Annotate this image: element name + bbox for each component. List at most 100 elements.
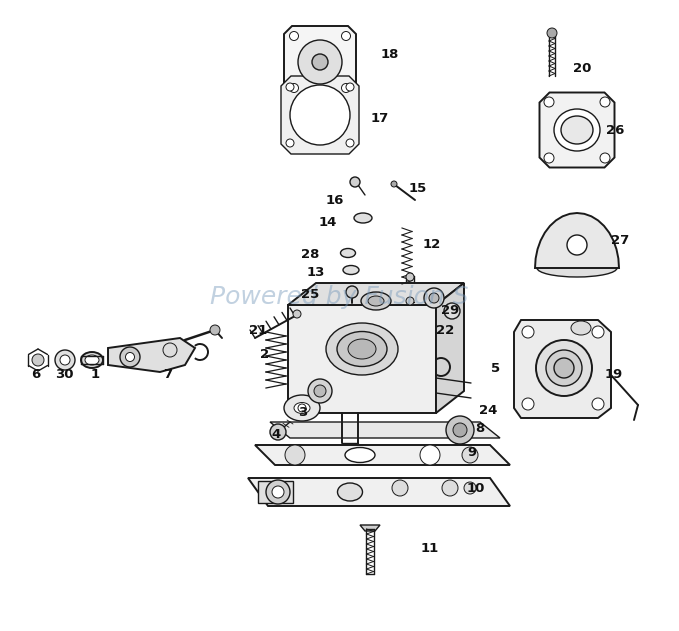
Circle shape	[522, 326, 534, 338]
Text: 1: 1	[90, 369, 100, 382]
Text: 27: 27	[611, 233, 629, 247]
Circle shape	[286, 83, 294, 91]
Polygon shape	[248, 478, 510, 506]
Circle shape	[286, 139, 294, 147]
Circle shape	[391, 181, 397, 187]
Circle shape	[444, 303, 460, 319]
Ellipse shape	[561, 116, 593, 144]
Circle shape	[272, 486, 284, 498]
Text: 19: 19	[605, 369, 623, 382]
Circle shape	[350, 177, 360, 187]
Polygon shape	[540, 93, 614, 167]
Text: 15: 15	[409, 182, 427, 194]
Text: 30: 30	[55, 369, 73, 382]
Text: 9: 9	[467, 445, 477, 459]
Ellipse shape	[337, 331, 387, 367]
Text: 3: 3	[298, 406, 308, 420]
Ellipse shape	[326, 323, 398, 375]
Ellipse shape	[345, 447, 375, 463]
Text: 29: 29	[441, 304, 459, 317]
Circle shape	[406, 273, 414, 281]
Ellipse shape	[343, 266, 359, 274]
Polygon shape	[284, 26, 356, 98]
Circle shape	[592, 326, 604, 338]
Circle shape	[346, 139, 354, 147]
Polygon shape	[281, 76, 359, 154]
Circle shape	[270, 424, 286, 440]
Text: 7: 7	[164, 369, 172, 382]
Circle shape	[462, 447, 478, 463]
Circle shape	[446, 416, 474, 444]
Ellipse shape	[571, 321, 591, 335]
Circle shape	[55, 350, 75, 370]
Ellipse shape	[294, 403, 310, 413]
Polygon shape	[108, 338, 195, 372]
Text: 26: 26	[606, 124, 624, 136]
Ellipse shape	[348, 339, 376, 359]
Polygon shape	[436, 283, 464, 413]
Polygon shape	[255, 445, 510, 465]
Circle shape	[342, 83, 350, 93]
Text: 28: 28	[301, 249, 319, 261]
Text: 10: 10	[467, 481, 485, 495]
Polygon shape	[360, 525, 380, 531]
Circle shape	[420, 445, 440, 465]
Circle shape	[163, 343, 177, 357]
Circle shape	[544, 97, 554, 107]
Ellipse shape	[537, 259, 617, 277]
Circle shape	[424, 288, 444, 308]
Text: 14: 14	[319, 216, 337, 228]
Ellipse shape	[554, 109, 600, 151]
Polygon shape	[514, 320, 611, 418]
Text: 25: 25	[301, 288, 319, 302]
Circle shape	[266, 480, 290, 504]
Polygon shape	[270, 422, 500, 438]
Text: 8: 8	[475, 422, 485, 435]
Circle shape	[547, 28, 557, 38]
Circle shape	[32, 354, 44, 366]
Circle shape	[546, 350, 582, 386]
Circle shape	[210, 325, 220, 335]
Polygon shape	[288, 283, 464, 305]
Circle shape	[298, 404, 306, 412]
Circle shape	[314, 385, 326, 397]
Circle shape	[126, 353, 134, 362]
Polygon shape	[535, 213, 619, 268]
Text: 5: 5	[492, 362, 500, 375]
Ellipse shape	[354, 213, 372, 223]
Circle shape	[522, 398, 534, 410]
Text: 18: 18	[381, 49, 399, 61]
Circle shape	[464, 482, 476, 494]
Text: 24: 24	[479, 403, 497, 416]
Text: 6: 6	[31, 369, 41, 382]
Ellipse shape	[85, 355, 99, 365]
Text: 13: 13	[307, 266, 325, 278]
Ellipse shape	[361, 292, 391, 310]
Bar	[406, 276, 414, 302]
Circle shape	[554, 358, 574, 378]
Circle shape	[453, 423, 467, 437]
Circle shape	[346, 83, 354, 91]
Polygon shape	[288, 305, 436, 413]
Circle shape	[289, 32, 299, 40]
Circle shape	[285, 445, 305, 465]
Ellipse shape	[81, 352, 103, 368]
Ellipse shape	[284, 395, 320, 421]
Circle shape	[342, 32, 350, 40]
Circle shape	[600, 97, 610, 107]
Circle shape	[600, 153, 610, 163]
Text: 21: 21	[249, 324, 267, 336]
Circle shape	[298, 40, 342, 84]
Circle shape	[312, 54, 328, 70]
Text: 12: 12	[423, 239, 441, 252]
Ellipse shape	[340, 249, 356, 257]
Text: 16: 16	[326, 194, 344, 206]
Circle shape	[406, 297, 414, 305]
Circle shape	[592, 398, 604, 410]
Text: 20: 20	[573, 61, 591, 74]
Circle shape	[346, 286, 358, 298]
Circle shape	[308, 379, 332, 403]
Circle shape	[442, 480, 458, 496]
Ellipse shape	[368, 296, 384, 306]
Ellipse shape	[337, 483, 363, 501]
